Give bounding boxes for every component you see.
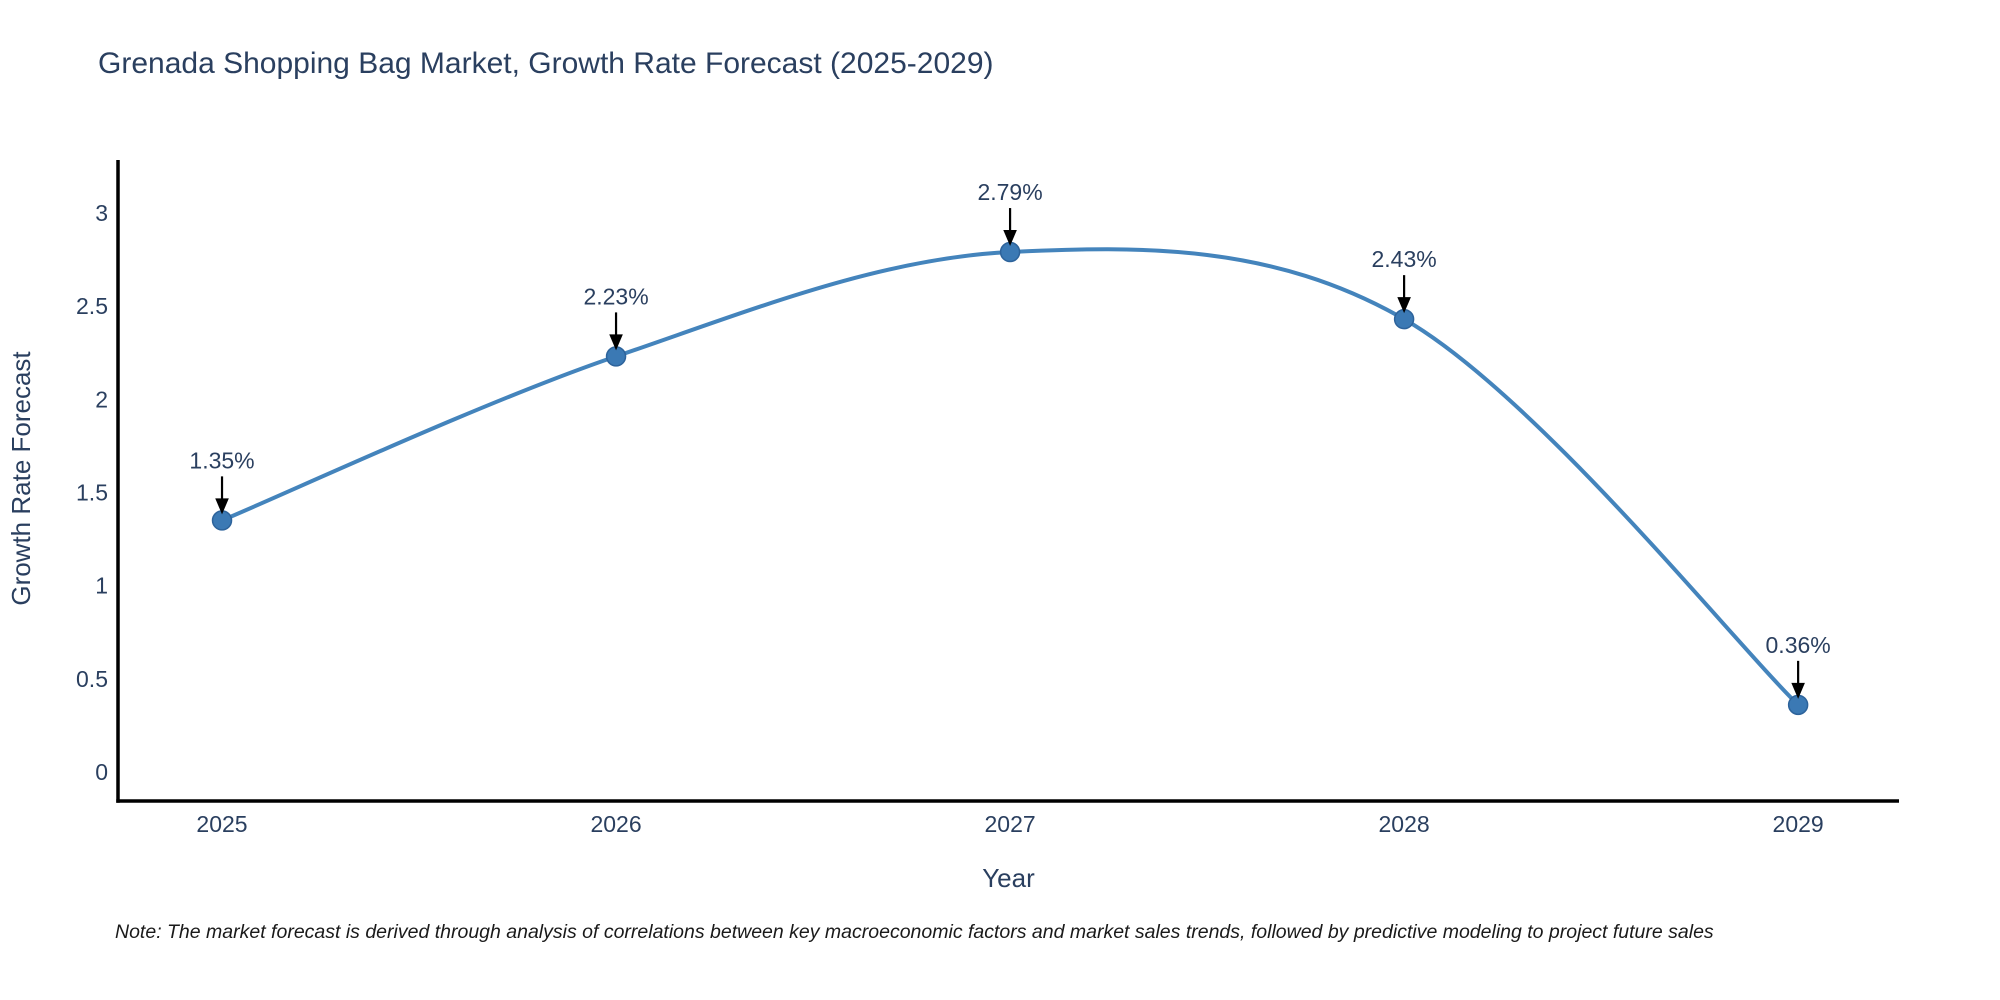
y-tick-label: 1	[95, 573, 108, 599]
chart-title: Grenada Shopping Bag Market, Growth Rate…	[98, 47, 994, 80]
x-tick-label: 2026	[590, 811, 641, 837]
annotation-arrowhead	[215, 498, 229, 515]
x-axis-title: Year	[982, 863, 1035, 893]
y-tick-label: 2	[95, 386, 108, 412]
annotation-arrowhead	[1791, 682, 1805, 699]
chart-footnote: Note: The market forecast is derived thr…	[115, 921, 1714, 943]
point-value-label: 0.36%	[1766, 632, 1831, 658]
y-tick-label: 1.5	[76, 479, 108, 505]
y-tick-label: 0	[95, 759, 108, 785]
point-value-label: 2.23%	[583, 283, 648, 309]
point-value-label: 2.43%	[1371, 246, 1436, 272]
y-tick-label: 2.5	[76, 293, 108, 319]
x-tick-label: 2027	[984, 811, 1035, 837]
y-tick-label: 0.5	[76, 666, 108, 692]
y-axis-title: Growth Rate Forecast	[6, 351, 36, 606]
annotation-arrowhead	[1397, 297, 1411, 314]
x-tick-label: 2025	[196, 811, 247, 837]
forecast-line	[220, 247, 1801, 707]
point-value-label: 1.35%	[189, 447, 254, 473]
annotation-arrowhead	[609, 334, 623, 351]
annotation-arrowhead	[1003, 230, 1017, 247]
y-tick-label: 3	[95, 200, 108, 226]
point-value-label: 2.79%	[977, 179, 1042, 205]
x-tick-label: 2029	[1773, 811, 1824, 837]
x-tick-label: 2028	[1379, 811, 1430, 837]
